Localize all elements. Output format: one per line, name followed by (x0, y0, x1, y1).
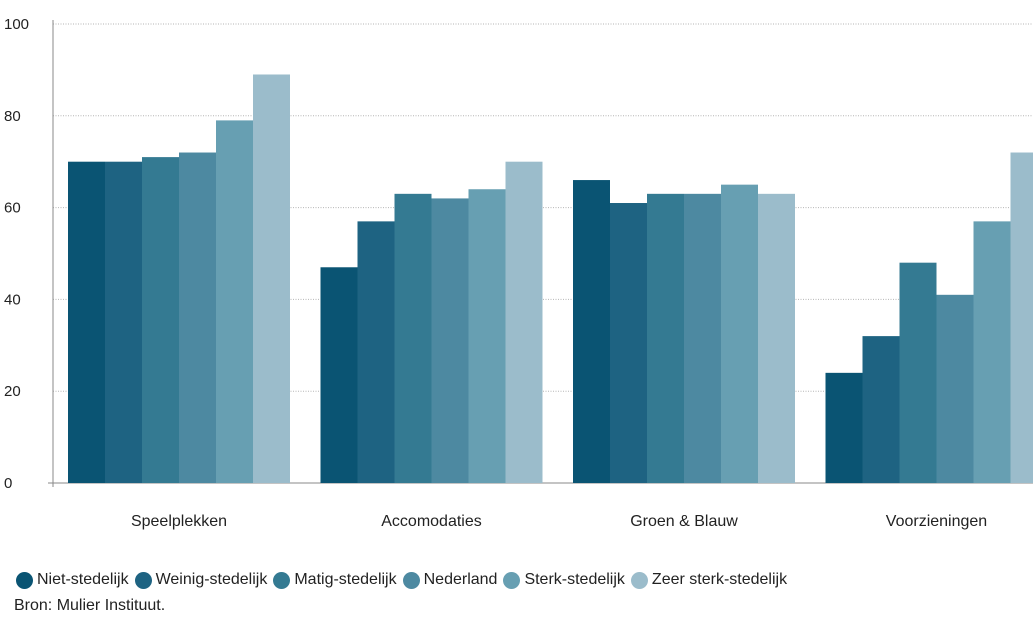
legend-marker (16, 571, 33, 589)
bar (253, 74, 290, 484)
bar (758, 193, 795, 483)
x-category-label: Voorzieningen (886, 513, 987, 530)
bar-chart: 0 20 40 60 80 100 Speelplekken Accomodaties Groe… (4, 16, 1033, 530)
bar (973, 221, 1011, 483)
legend-label: Sterk-stedelijk (524, 571, 625, 588)
bar (573, 180, 610, 483)
legend-item: Weinig-stedelijk (134, 571, 268, 589)
bar (394, 193, 432, 483)
legend-marker (503, 571, 521, 589)
bar (862, 336, 900, 483)
bar (610, 203, 647, 483)
bar (936, 294, 974, 483)
y-tick-label: 20 (4, 383, 21, 400)
legend-item: Niet-stedelijk (16, 571, 129, 589)
bar (320, 267, 358, 483)
bar (825, 372, 863, 483)
y-tick-label: 0 (4, 475, 12, 492)
source-note: Bron: Mulier Instituut. (14, 597, 166, 614)
x-category-label: Groen & Blauw (630, 513, 738, 530)
bar (647, 193, 684, 483)
x-category-label: Accomodaties (381, 513, 482, 530)
legend-label: Matig-stedelijk (294, 571, 397, 588)
bar (216, 120, 253, 483)
bar (721, 184, 758, 483)
legend-marker (273, 571, 291, 589)
bar (899, 262, 937, 483)
legend-marker (134, 571, 152, 589)
bar (468, 189, 506, 484)
legend-label: Zeer sterk-stedelijk (651, 571, 788, 588)
bar (505, 161, 543, 483)
legend-label: Niet-stedelijk (37, 571, 129, 588)
bar (1010, 152, 1033, 483)
legend-label: Weinig-stedelijk (155, 571, 268, 588)
legend-label: Nederland (423, 571, 498, 588)
bar (179, 152, 216, 483)
bar (684, 193, 721, 483)
y-tick-label: 60 (4, 200, 21, 217)
legend-marker (630, 571, 648, 589)
bar (105, 161, 142, 483)
bar (142, 157, 179, 484)
legend: Niet-stedelijk Weinig-stedelijk Matig-sted… (16, 571, 793, 589)
y-tick-label: 80 (4, 108, 21, 125)
legend-item: Zeer sterk-stedelijk (630, 571, 788, 589)
bar (357, 221, 395, 483)
bar (68, 161, 105, 483)
y-tick-label: 100 (4, 16, 29, 33)
y-tick-label: 40 (4, 291, 21, 308)
legend-marker (402, 571, 420, 589)
x-category-label: Speelplekken (131, 513, 227, 530)
bar (431, 198, 469, 484)
legend-item: Nederland (402, 571, 498, 589)
legend-item: Sterk-stedelijk (503, 571, 625, 589)
legend-item: Matig-stedelijk (273, 571, 397, 589)
